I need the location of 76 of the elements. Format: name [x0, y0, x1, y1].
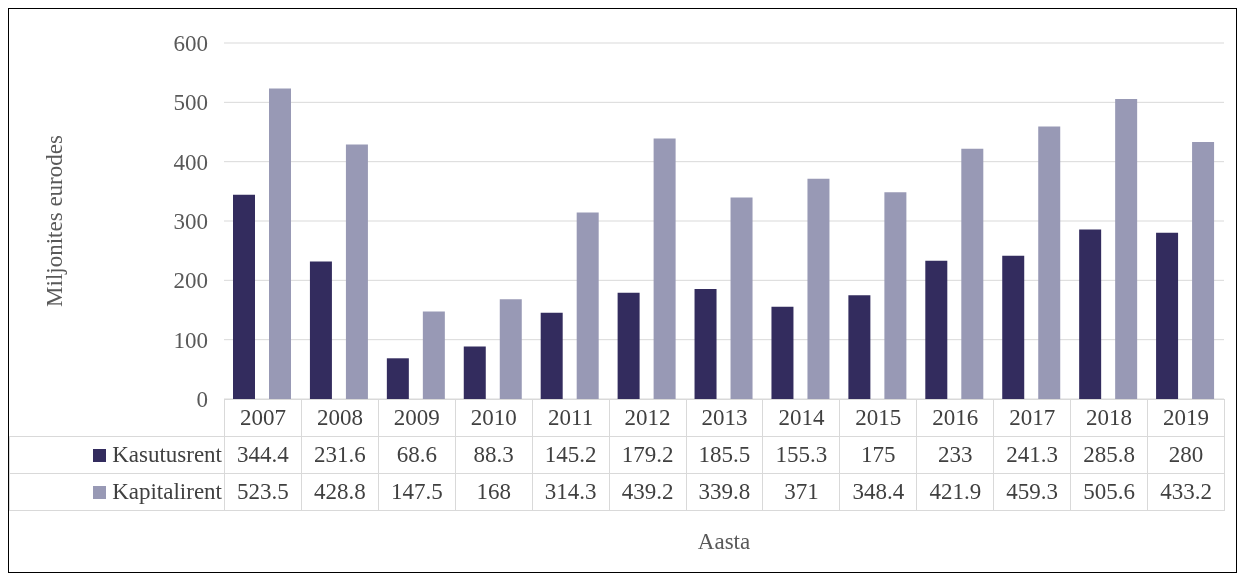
bar: [345, 144, 368, 399]
data-label: 459.3: [993, 473, 1071, 511]
data-label: 231.6: [301, 436, 379, 474]
bar: [499, 299, 522, 399]
bar: [848, 295, 871, 399]
bar: [807, 178, 830, 399]
data-label: 371: [762, 473, 840, 511]
x-tick-label: 2017: [993, 399, 1071, 437]
data-label: 428.8: [301, 473, 379, 511]
data-label: 285.8: [1070, 436, 1148, 474]
bar: [1002, 255, 1025, 399]
data-label: 233: [916, 436, 994, 474]
bar: [1038, 126, 1061, 399]
bar: [771, 306, 794, 399]
bar: [422, 311, 445, 399]
x-tick-label: 2008: [301, 399, 379, 437]
x-tick-label: 2011: [532, 399, 610, 437]
bar: [730, 197, 753, 399]
data-label: 348.4: [839, 473, 917, 511]
y-tick-label: 100: [173, 327, 208, 353]
bar: [463, 346, 486, 399]
data-label: 175: [839, 436, 917, 474]
legend-label: Kapitalirent: [9, 473, 225, 511]
bar: [540, 312, 563, 399]
x-tick-label: 2012: [609, 399, 687, 437]
x-tick-label: 2007: [224, 399, 302, 437]
data-label: 344.4: [224, 436, 302, 474]
y-tick-label: 200: [173, 268, 208, 294]
data-label: 505.6: [1070, 473, 1148, 511]
data-label: 155.3: [762, 436, 840, 474]
bar: [269, 88, 291, 399]
bar: [694, 288, 717, 399]
data-label: 314.3: [532, 473, 610, 511]
data-label: 421.9: [916, 473, 994, 511]
x-tick-label: 2010: [455, 399, 533, 437]
bar: [1115, 99, 1138, 399]
y-tick-label: 500: [173, 90, 208, 116]
bar: [617, 292, 640, 399]
data-label: 241.3: [993, 436, 1071, 474]
x-tick-label: 2013: [686, 399, 763, 437]
x-axis-title: Aasta: [696, 529, 752, 555]
y-tick-label: 600: [173, 31, 208, 57]
bar: [576, 212, 599, 399]
y-axis-title: Miljonites eurodes: [42, 135, 68, 307]
x-tick-label: 2019: [1147, 399, 1225, 437]
x-tick-label: 2009: [378, 399, 456, 437]
data-label: 147.5: [378, 473, 456, 511]
y-tick-label: 0: [196, 387, 208, 413]
bar: [1192, 141, 1215, 399]
x-tick-label: 2015: [839, 399, 917, 437]
bar: [925, 260, 948, 399]
data-label: 88.3: [455, 436, 533, 474]
bar: [233, 194, 255, 399]
data-label: 523.5: [224, 473, 302, 511]
bar: [1156, 232, 1179, 399]
y-tick-label: 300: [173, 209, 208, 235]
data-label: 185.5: [686, 436, 763, 474]
data-label: 433.2: [1147, 473, 1225, 511]
data-label: 179.2: [609, 436, 687, 474]
data-label: 68.6: [378, 436, 456, 474]
x-tick-label: 2016: [916, 399, 994, 437]
x-tick-label: 2018: [1070, 399, 1148, 437]
bar: [1079, 229, 1102, 399]
bar: [386, 358, 409, 399]
data-label: 280: [1147, 436, 1225, 474]
data-label: 339.8: [686, 473, 763, 511]
bar: [884, 192, 907, 399]
y-tick-label: 400: [173, 149, 208, 175]
x-tick-label: 2014: [762, 399, 840, 437]
data-label: 145.2: [532, 436, 610, 474]
bar: [309, 261, 332, 399]
bar: [653, 138, 676, 399]
data-label: 168: [455, 473, 533, 511]
bar: [961, 148, 984, 399]
data-label: 439.2: [609, 473, 687, 511]
legend-label: Kasutusrent: [9, 436, 225, 474]
